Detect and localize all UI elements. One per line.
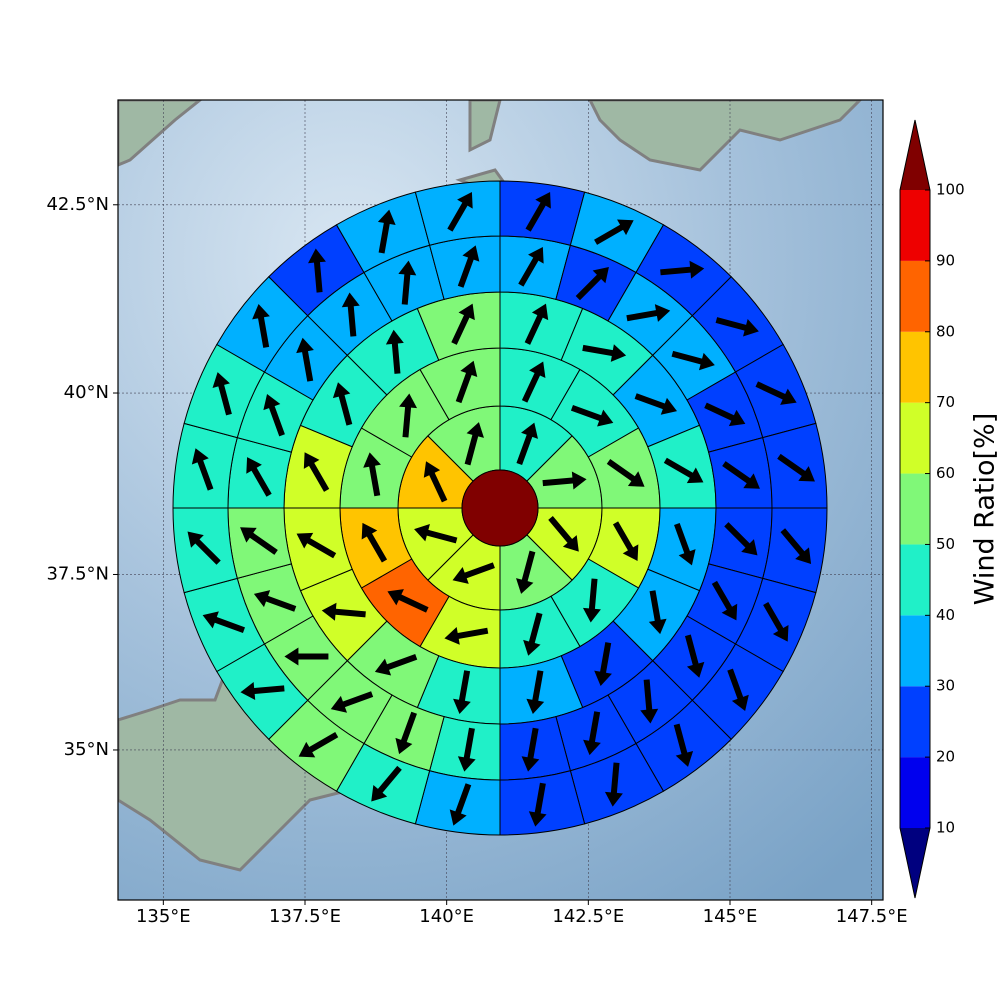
colorbar-tick-label: 40 xyxy=(936,606,955,624)
colorbar: 10 20 30 40 50 60 70 80 90 100 Wind Ratio[%] xyxy=(900,120,1000,898)
y-tick-label: 42.5°N xyxy=(46,194,109,215)
colorbar-bin xyxy=(900,403,930,474)
sector xyxy=(500,181,585,245)
colorbar-tick-label: 30 xyxy=(936,677,955,695)
x-tick-label: 135°E xyxy=(136,906,191,927)
sector xyxy=(763,508,827,593)
y-tick-label: 35°N xyxy=(64,739,109,760)
sector xyxy=(173,423,237,508)
colorbar-tick-label: 90 xyxy=(936,251,955,269)
colorbar-tick-label: 10 xyxy=(936,819,955,837)
x-tick-label: 145°E xyxy=(703,906,758,927)
colorbar-bin xyxy=(900,615,930,686)
colorbar-bin xyxy=(900,474,930,545)
colorbar-tick-label: 80 xyxy=(936,322,955,340)
x-tick-label: 142.5°E xyxy=(552,906,624,927)
colorbar-tick-label: 50 xyxy=(936,535,955,553)
colorbar-bin xyxy=(900,686,930,757)
x-tick-label: 137.5°E xyxy=(269,906,341,927)
polar-sectors xyxy=(173,181,827,835)
colorbar-tick-label: 60 xyxy=(936,464,955,482)
colorbar-tick-label: 70 xyxy=(936,393,955,411)
colorbar-over xyxy=(900,120,930,190)
x-tick-label: 140°E xyxy=(419,906,474,927)
colorbar-under xyxy=(900,828,930,898)
sector xyxy=(415,771,500,835)
colorbar-bin xyxy=(900,190,930,261)
colorbar-bin xyxy=(900,757,930,828)
x-tick-label: 147.5°E xyxy=(836,906,908,927)
colorbar-bin xyxy=(900,261,930,332)
colorbar-bin xyxy=(900,544,930,615)
colorbar-tick-label: 20 xyxy=(936,748,955,766)
center-cell xyxy=(462,470,538,546)
colorbar-bin xyxy=(900,332,930,403)
colorbar-label: Wind Ratio[%] xyxy=(970,413,1000,605)
colorbar-tick-label: 100 xyxy=(936,181,965,199)
y-tick-label: 37.5°N xyxy=(46,563,109,584)
y-tick-label: 40°N xyxy=(64,382,109,403)
